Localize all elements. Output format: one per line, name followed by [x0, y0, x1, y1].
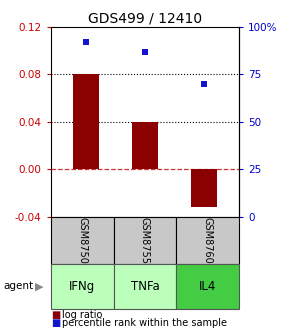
- Bar: [73, 74, 99, 169]
- Text: log ratio: log ratio: [62, 310, 103, 320]
- Text: ■: ■: [51, 318, 60, 328]
- Text: ▶: ▶: [35, 282, 44, 291]
- Text: IL4: IL4: [199, 280, 217, 293]
- Bar: [132, 122, 158, 169]
- Text: IFNg: IFNg: [69, 280, 95, 293]
- Text: percentile rank within the sample: percentile rank within the sample: [62, 318, 227, 328]
- Bar: [191, 169, 217, 207]
- Text: agent: agent: [3, 282, 33, 291]
- Text: TNFa: TNFa: [130, 280, 160, 293]
- Text: GSM8750: GSM8750: [77, 217, 87, 264]
- Text: GSM8760: GSM8760: [203, 217, 213, 264]
- Text: GSM8755: GSM8755: [140, 217, 150, 264]
- Title: GDS499 / 12410: GDS499 / 12410: [88, 12, 202, 26]
- Text: ■: ■: [51, 310, 60, 320]
